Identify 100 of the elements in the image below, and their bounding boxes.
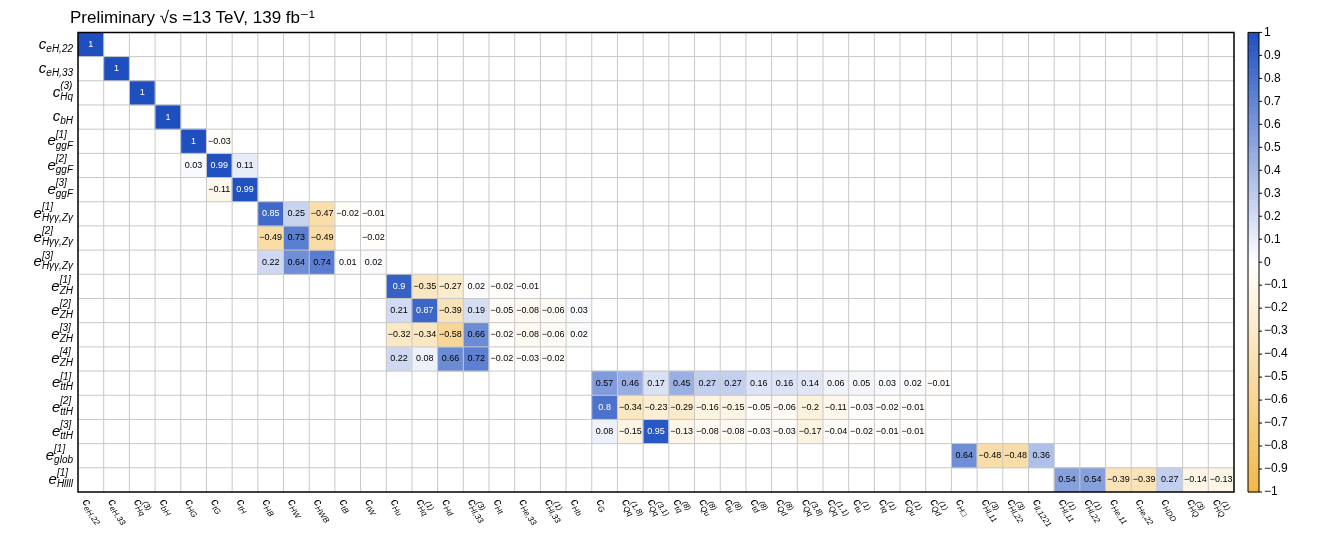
data-label: −0.03 [207,135,231,146]
data-label: −0.48 [1004,450,1028,461]
data-label: 0.64 [287,256,306,267]
data-label: −0.08 [695,426,719,437]
x-tick-label: c(8)td [747,495,771,516]
data-label: −0.23 [644,401,668,412]
data-label: −0.02 [490,329,514,340]
x-tick-label: cHG [182,495,199,520]
data-label: −0.02 [336,208,360,219]
x-tick-label: c(3)HQ [1184,495,1207,520]
x-tick-label: ctW [362,495,379,519]
x-tick-label: ctH [233,495,249,517]
data-label: 0.87 [416,305,434,316]
color-bar-label: 1 [1264,24,1271,39]
data-label: 0.64 [955,450,974,461]
color-bar-label: 0.9 [1264,47,1282,62]
data-label: 0.16 [775,377,794,388]
data-label: −0.01 [927,377,950,388]
x-tick-label: cG [593,495,609,515]
data-label: 0.05 [852,377,871,388]
data-label: −0.49 [259,232,283,243]
color-bar-label: 0.5 [1264,139,1282,154]
data-label: −0.13 [670,426,694,437]
data-label: −0.58 [439,329,462,340]
color-bar-label: −1 [1264,484,1279,499]
color-bar-label: −0.5 [1264,369,1289,384]
x-tick-label: ctB [336,495,352,517]
data-label: 0.08 [595,426,614,437]
data-label: −0.16 [695,401,719,412]
data-label: −0.17 [798,426,822,437]
x-tick-label: c(8)tu [721,495,745,516]
data-label: 1 [114,63,120,74]
data-label: 0.45 [672,377,691,388]
data-label: 0.66 [467,329,485,340]
data-label: 0.27 [1161,474,1179,485]
data-label: 0.01 [338,256,357,267]
data-label: −0.08 [516,305,539,316]
data-label: 0.08 [416,353,434,364]
data-label: −0.02 [490,353,514,364]
data-label: −0.34 [413,329,437,340]
data-label: −0.02 [362,232,385,243]
data-label: 0.8 [598,401,611,412]
x-tick-label: ctG [208,495,223,517]
x-tick-label: cHb [567,495,584,519]
data-label: 1 [88,38,94,49]
data-label: −0.32 [387,329,411,340]
data-label: 0.02 [364,256,383,267]
data-label: −0.15 [721,401,745,412]
data-label: −0.47 [310,208,334,219]
x-tick-label: cHW [285,495,304,522]
x-tick-label: c(1)HQ [1209,495,1233,520]
data-label: 0.21 [390,305,408,316]
data-label: 0.57 [595,377,614,388]
data-label: −0.04 [824,426,848,437]
data-label: −0.39 [439,305,462,316]
data-label: −0.49 [310,232,334,243]
data-label: 0.25 [287,208,306,219]
data-label: −0.06 [541,305,565,316]
data-label: −0.05 [747,401,771,412]
data-label: −0.02 [850,426,873,437]
data-label: 0.99 [236,184,254,195]
data-label: 0.74 [313,256,331,267]
data-label: −0.01 [901,401,925,412]
color-bar-label: 0.4 [1264,162,1282,177]
data-label: −0.03 [773,426,796,437]
color-bar-label: 0 [1264,254,1271,269]
x-tick-label: c(1)tu [850,495,873,516]
color-bar-label: 0.7 [1264,93,1282,108]
data-label: −0.11 [824,401,847,412]
data-label: −0.11 [208,184,231,195]
data-label: −0.27 [439,280,462,291]
x-tick-label: c(8)Qd [773,495,796,519]
data-label: −0.06 [541,329,565,340]
x-tick-label: cHt [490,495,506,517]
data-label: 0.72 [467,353,485,364]
data-label: 0.95 [647,426,665,437]
color-bar-label: −0.8 [1264,438,1289,453]
data-label: −0.01 [516,280,539,291]
x-tick-label: c(8)Qu [696,495,719,519]
chart-title: Preliminary √s =13 TeV, 139 fb⁻¹ [70,7,315,27]
data-label: −0.03 [516,353,539,364]
data-label: 0.27 [724,377,742,388]
data-label: 0.02 [570,329,588,340]
data-label: 0.22 [390,353,408,364]
data-label: 0.17 [647,377,665,388]
data-label: 0.46 [621,377,640,388]
color-bar-label: 0.3 [1264,185,1282,200]
data-label: 0.02 [904,377,922,388]
data-label: 0.54 [1058,474,1076,485]
color-bar-label: 0.6 [1264,116,1282,131]
data-label: 0.27 [698,377,717,388]
data-label: −0.06 [773,401,796,412]
data-label: 0.19 [467,305,485,316]
data-label: −0.05 [490,305,514,316]
data-label: 0.99 [210,159,229,170]
data-label: −0.35 [413,280,437,291]
data-label: 0.73 [287,232,306,243]
data-label: 0.03 [184,159,203,170]
data-label: −0.08 [721,426,745,437]
x-tick-label: cHu [387,495,404,519]
